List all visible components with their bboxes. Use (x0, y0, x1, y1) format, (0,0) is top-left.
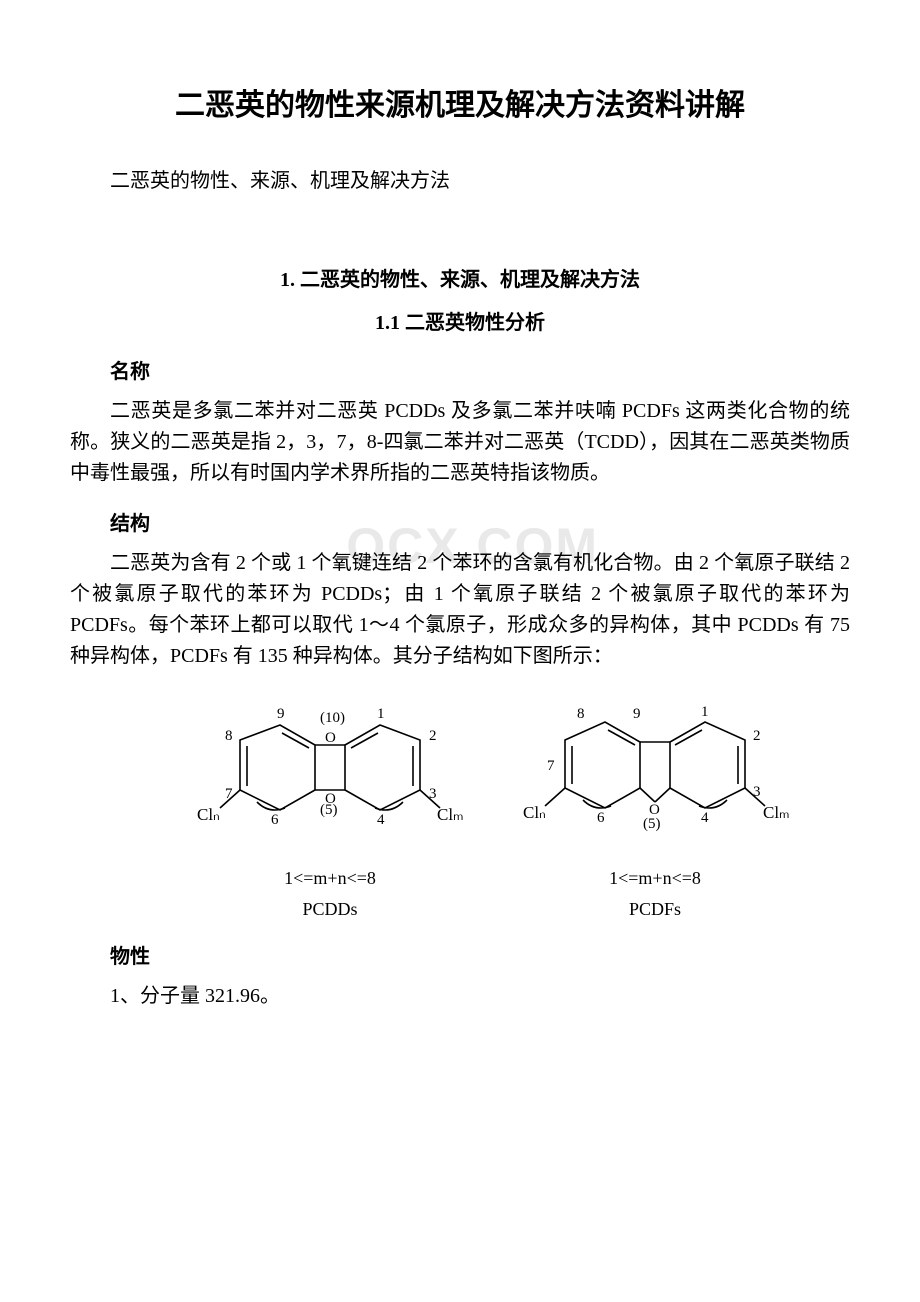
section-1-1-heading: 1.1 二恶英物性分析 (70, 306, 850, 335)
pcdds-pos-8: 8 (225, 728, 233, 744)
document-content: 二恶英的物性来源机理及解决方法资料讲解 二恶英的物性、来源、机理及解决方法 1.… (70, 80, 850, 1012)
pcdds-pos-9: 9 (277, 706, 285, 722)
pcdfs-pos-8: 8 (577, 706, 585, 722)
subtitle-line: 二恶英的物性、来源、机理及解决方法 (70, 164, 850, 193)
pcdds-pos-10: (10) (320, 710, 345, 726)
pcdfs-formula: 1<=m+n<=8 (609, 868, 701, 889)
pcdfs-pos-6: 6 (597, 810, 605, 826)
pcdfs-pos-1: 1 (701, 704, 709, 720)
pcdfs-o: O (649, 802, 660, 818)
molecular-diagram-row: 9 (10) 1 8 2 7 3 6 (5) 4 O O Clₙ Clₘ 1<=… (130, 690, 850, 920)
pcdds-pos-6: 6 (271, 812, 279, 828)
para-name: 二恶英是多氯二苯并对二恶英 PCDDs 及多氯二苯并呋喃 PCDFs 这两类化合… (70, 396, 850, 489)
pcdfs-pos-2: 2 (753, 728, 761, 744)
para-prop-1: 1、分子量 321.96。 (70, 981, 850, 1012)
pcdfs-clm: Clₘ (763, 803, 790, 822)
label-properties: 物性 (70, 940, 850, 969)
pcdds-pos-1: 1 (377, 706, 385, 722)
label-name: 名称 (70, 355, 850, 384)
pcdfs-cln: Clₙ (523, 803, 546, 822)
pcdfs-pos-7: 7 (547, 758, 555, 774)
pcdfs-name: PCDFs (629, 899, 681, 920)
pcdds-name: PCDDs (302, 899, 357, 920)
pcdfs-pos-4: 4 (701, 810, 709, 826)
pcdds-structure-svg: 9 (10) 1 8 2 7 3 6 (5) 4 O O Clₙ Clₘ (185, 690, 475, 860)
pcdds-pos-4: 4 (377, 812, 385, 828)
pcdfs-pos-9: 9 (633, 706, 641, 722)
pcdfs-pos-5: (5) (643, 816, 661, 832)
pcdds-pos-2: 2 (429, 728, 437, 744)
pcdds-diagram-block: 9 (10) 1 8 2 7 3 6 (5) 4 O O Clₙ Clₘ 1<=… (185, 690, 475, 920)
pcdds-pos-3: 3 (429, 786, 437, 802)
section-1-heading: 1. 二恶英的物性、来源、机理及解决方法 (70, 263, 850, 292)
pcdds-clm: Clₘ (437, 805, 464, 824)
page-title: 二恶英的物性来源机理及解决方法资料讲解 (70, 80, 850, 124)
pcdfs-structure-svg: 9 1 8 2 7 3 6 (5) 4 O Clₙ Clₘ (515, 690, 795, 860)
pcdds-pos-7: 7 (225, 786, 233, 802)
label-structure: 结构 (70, 507, 850, 536)
pcdds-cln: Clₙ (197, 805, 220, 824)
para-structure: 二恶英为含有 2 个或 1 个氧键连结 2 个苯环的含氯有机化合物。由 2 个氧… (70, 548, 850, 672)
pcdds-formula: 1<=m+n<=8 (284, 868, 376, 889)
pcdds-o-bottom: O (325, 791, 336, 807)
pcdfs-pos-3: 3 (753, 784, 761, 800)
pcdds-o-top: O (325, 730, 336, 746)
pcdfs-diagram-block: 9 1 8 2 7 3 6 (5) 4 O Clₙ Clₘ 1<=m+n<=8 … (515, 690, 795, 920)
